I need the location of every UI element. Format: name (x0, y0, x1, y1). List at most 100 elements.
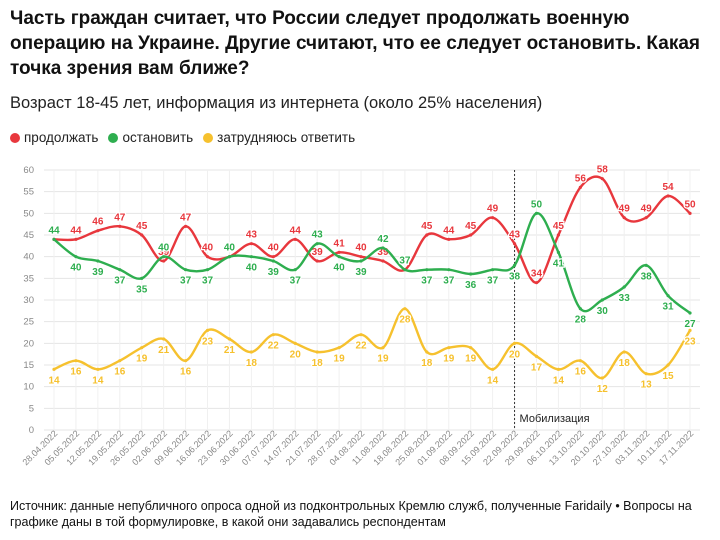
data-label: 14 (487, 375, 499, 386)
data-label: 38 (509, 271, 521, 282)
data-label: 21 (158, 345, 170, 356)
data-label: 43 (246, 230, 258, 241)
data-point (183, 268, 188, 272)
data-label: 19 (136, 354, 148, 365)
data-label: 14 (92, 375, 104, 386)
y-tick-label: 30 (23, 295, 34, 306)
data-point (227, 337, 232, 341)
data-label: 12 (597, 384, 609, 395)
data-point (359, 255, 363, 259)
data-label: 39 (312, 247, 324, 258)
data-label: 23 (684, 336, 696, 347)
data-point (578, 359, 582, 363)
series-line (53, 212, 691, 314)
data-point (688, 328, 692, 332)
data-point (74, 237, 78, 241)
y-tick-label: 15 (23, 360, 34, 371)
y-tick-label: 50 (23, 208, 34, 219)
data-point (249, 242, 253, 246)
legend-label: затрудняюсь ответить (217, 130, 356, 145)
data-label: 44 (70, 225, 82, 236)
data-label: 49 (487, 204, 499, 215)
y-tick-label: 5 (29, 403, 34, 414)
legend-item: продолжать (10, 130, 98, 145)
y-tick-label: 40 (23, 252, 34, 263)
y-tick-label: 10 (23, 382, 34, 393)
data-point (118, 224, 122, 228)
data-label: 44 (290, 225, 302, 236)
data-point (469, 346, 473, 350)
data-point (447, 268, 451, 272)
series-2: 14 16 14 16 19 21 16 23 21 18 22 20 18 19 22 19 28 18 19 19… (47, 307, 697, 396)
data-point (249, 255, 253, 259)
data-point (381, 246, 385, 250)
data-point (447, 237, 451, 241)
data-label: 22 (268, 341, 280, 352)
line-chart: 051015202530354045505560Мобилизация28.04… (20, 163, 700, 467)
data-point (96, 229, 100, 233)
data-point (666, 294, 670, 298)
data-label: 39 (355, 267, 367, 278)
data-label: 47 (114, 212, 126, 223)
data-label: 28 (399, 315, 411, 326)
data-point (381, 259, 385, 263)
data-point (556, 367, 561, 371)
data-point (293, 268, 297, 272)
data-point (52, 237, 56, 241)
legend-item: остановить (108, 130, 193, 145)
data-label: 44 (48, 225, 60, 236)
data-point (622, 285, 626, 289)
data-point (600, 298, 604, 302)
data-point (140, 233, 144, 237)
source-note: Источник: данные непубличного опроса одн… (10, 499, 692, 529)
data-label: 19 (334, 354, 346, 365)
data-point (666, 363, 670, 367)
data-label: 20 (509, 349, 521, 360)
data-point (469, 233, 473, 237)
data-label: 49 (619, 204, 631, 215)
data-label: 36 (465, 280, 477, 291)
data-point (491, 367, 495, 371)
annotation-label: Мобилизация (520, 413, 590, 425)
data-label: 15 (663, 371, 675, 382)
data-point (96, 367, 100, 371)
data-label: 37 (421, 276, 433, 287)
data-label: 35 (136, 284, 148, 295)
data-label: 23 (202, 336, 214, 347)
series-line (53, 307, 692, 380)
data-point (425, 268, 429, 272)
series-1: 44 40 39 37 35 40 37 37 40 40 39 37 43 40 39 42 37 37 37 36… (47, 198, 697, 331)
data-point (622, 350, 626, 354)
data-label: 44 (48, 225, 60, 236)
data-point (403, 268, 407, 272)
data-label: 34 (531, 269, 543, 280)
data-point (293, 237, 297, 241)
data-label: 40 (224, 243, 236, 254)
data-label: 43 (509, 230, 521, 241)
data-point (52, 367, 56, 371)
chart-subtitle: Возраст 18-45 лет, информация из интерне… (10, 94, 543, 112)
data-label: 20 (290, 349, 302, 360)
data-label: 39 (92, 267, 104, 278)
data-point (315, 242, 319, 246)
data-label: 19 (465, 354, 477, 365)
legend-swatch (108, 132, 119, 143)
data-point (249, 350, 253, 354)
y-tick-label: 0 (29, 425, 34, 436)
data-label: 17 (531, 362, 543, 373)
data-point (118, 359, 122, 363)
data-label: 19 (443, 354, 455, 365)
data-point (359, 333, 363, 337)
data-label: 41 (334, 238, 346, 249)
data-point (140, 276, 144, 280)
data-label: 45 (421, 221, 433, 232)
data-label: 44 (443, 225, 455, 236)
data-point (512, 242, 517, 246)
data-label: 14 (553, 375, 565, 386)
series-line (53, 175, 691, 284)
data-point (293, 341, 297, 345)
data-point (534, 211, 539, 215)
data-point (578, 185, 582, 189)
data-point (556, 233, 561, 237)
data-label: 40 (355, 243, 367, 254)
